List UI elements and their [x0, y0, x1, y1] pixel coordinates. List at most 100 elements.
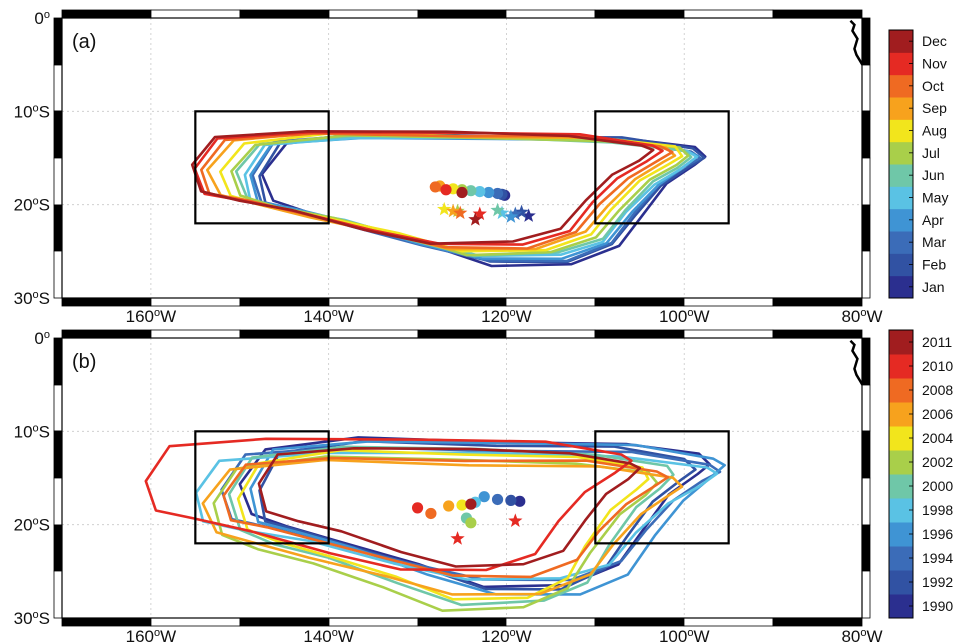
contour-line: [222, 456, 670, 579]
x-tick-label: 100oW: [659, 307, 710, 326]
colorbar-label: 1990: [922, 598, 953, 614]
center-dot: [483, 186, 495, 199]
colorbar: 1990 1992 1994 1996 1998 2000 2002 2004 2006 2008…: [888, 329, 953, 619]
colorbar-label: 2000: [922, 478, 953, 494]
center-dot: [411, 502, 424, 514]
colorbar-label: Nov: [922, 56, 947, 72]
center-dot: [474, 186, 486, 198]
frame-segment: [505, 9, 596, 19]
frame-segment: [861, 17, 871, 66]
x-tick-label: 120oW: [481, 627, 532, 644]
frame-segment: [683, 329, 774, 339]
region-box: [594, 430, 730, 545]
center-star: [437, 201, 452, 216]
center-dot: [505, 494, 517, 506]
contour-line: [249, 440, 726, 596]
frame-segment: [417, 329, 507, 339]
colorbar-label: 2006: [922, 406, 953, 422]
frame-segment: [505, 617, 596, 627]
y-tick-label: 20oS: [14, 516, 50, 535]
colorbar-label: May: [922, 190, 948, 206]
contour-line: [190, 130, 655, 245]
y-tick-label: 30oS: [14, 609, 50, 628]
frame-segment: [683, 297, 774, 307]
y-tick-label: 0o: [34, 329, 50, 348]
colorbar-label: 1994: [922, 550, 953, 566]
frame-segment: [861, 337, 871, 386]
colorbar-border: [888, 329, 914, 619]
x-tick-label: 140oW: [303, 307, 354, 326]
contours: [144, 436, 726, 612]
frame-segment: [328, 617, 419, 627]
contour-line: [144, 437, 633, 572]
colorbar: Jan Feb Mar Apr May Jun Jul Aug Sep Oct Nov Dec: [888, 29, 948, 299]
region-box: [194, 110, 330, 225]
frame-segment: [683, 617, 774, 627]
frame-segment: [417, 9, 507, 19]
colorbar-label: 1998: [922, 502, 953, 518]
frame-segment: [683, 9, 774, 19]
panel-label: (b): [72, 351, 96, 373]
colorbar-label: Jul: [922, 145, 940, 161]
map-frame: [53, 9, 871, 307]
center-star: [521, 208, 536, 222]
plot-border: [61, 337, 863, 619]
frame-segment: [417, 617, 507, 627]
frame-segment: [861, 384, 871, 432]
colorbar-swatch: [889, 141, 913, 165]
colorbar-label: Jan: [922, 279, 945, 295]
center-dot: [465, 498, 477, 510]
colorbar-label: 1992: [922, 574, 953, 590]
frame-segment: [53, 64, 63, 112]
coastline: [849, 339, 864, 386]
x-tick-label: 100oW: [659, 627, 710, 644]
region-box: [594, 110, 730, 225]
center-dot: [440, 184, 452, 196]
colorbar-swatch: [889, 30, 913, 53]
colorbar-label: 2008: [922, 382, 953, 398]
frame-segment: [53, 477, 63, 526]
center-dot: [429, 181, 441, 193]
center-star: [450, 531, 465, 545]
frame-segment: [150, 329, 241, 339]
frame-segment: [53, 17, 63, 66]
y-tick-label: 20oS: [14, 196, 50, 215]
colorbar-label: 2011: [922, 334, 952, 350]
colorbar-swatch: [889, 97, 913, 120]
frame-segment: [53, 570, 63, 619]
center-star: [468, 212, 483, 226]
colorbar-label: Sep: [922, 100, 947, 116]
panel-a: (a) 160oW 140oW 120oW 100oW 80oW 0o 10oS 20oS 30o…: [14, 9, 949, 326]
frame-segment: [594, 329, 685, 339]
contour-line: [194, 451, 719, 581]
plot-border: [61, 17, 863, 299]
center-dot: [514, 495, 526, 507]
frame-segment: [53, 250, 63, 299]
colorbar-border: [888, 29, 914, 299]
center-dot: [491, 187, 504, 200]
frame-segment: [861, 250, 871, 299]
frame-segment: [61, 9, 152, 19]
center-star: [453, 205, 468, 220]
frame-segment: [594, 9, 685, 19]
colorbar-label: 2002: [922, 454, 953, 470]
map-frame: [53, 329, 871, 627]
frame-segment: [772, 617, 863, 627]
x-tick-label: 140oW: [303, 627, 354, 644]
frame-segment: [861, 157, 871, 206]
region-box: [194, 430, 330, 545]
panel-b: (b) 160oW 140oW 120oW 100oW 80oW 0o 10oS 20oS 30o…: [14, 329, 954, 644]
center-star: [508, 513, 523, 527]
frame-segment: [861, 110, 871, 159]
x-tick-label: 160oW: [126, 627, 177, 644]
colorbar-label: Feb: [922, 257, 946, 273]
frame-segment: [861, 204, 871, 252]
center-dot: [456, 186, 468, 199]
colorbar-label: Dec: [922, 33, 947, 49]
x-tick-label: 80oW: [841, 627, 882, 644]
center-star: [490, 202, 505, 217]
frame-segment: [594, 617, 685, 627]
colorbar-label: 2004: [922, 430, 953, 446]
colorbar-swatch: [889, 231, 913, 254]
